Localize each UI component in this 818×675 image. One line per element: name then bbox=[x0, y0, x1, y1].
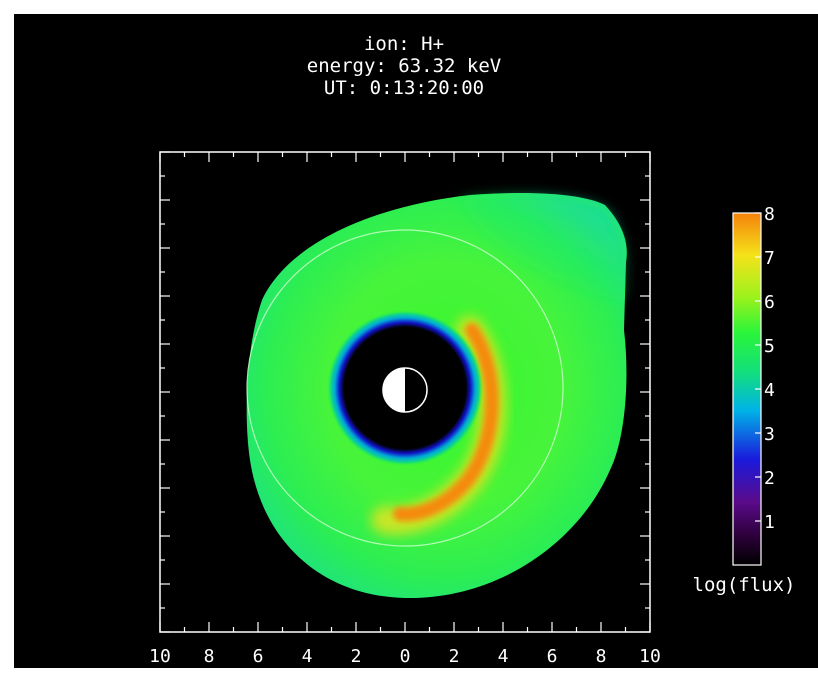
colorbar-tick-label: 3 bbox=[764, 424, 775, 445]
x-tick-label: 8 bbox=[204, 646, 215, 667]
colorbar-tick-label: 4 bbox=[764, 380, 775, 401]
colorbar-tick-label: 2 bbox=[764, 468, 775, 489]
title-ut: UT: 0:13:20:00 bbox=[324, 77, 484, 99]
x-tick-label: 4 bbox=[498, 646, 509, 667]
colorbar-tick-label: 1 bbox=[764, 512, 775, 533]
reference-circle bbox=[246, 229, 564, 547]
x-tick-label: 10 bbox=[149, 646, 171, 667]
colorbar-tick-label: 6 bbox=[764, 292, 775, 313]
x-tick-label: 6 bbox=[547, 646, 558, 667]
colorbar-tick-label: 5 bbox=[764, 336, 775, 357]
title-ion: ion: H+ bbox=[364, 33, 444, 55]
upper-right-shoulder bbox=[460, 194, 625, 300]
x-tick-labels: 10 8 6 4 2 0 2 4 6 8 10 bbox=[149, 646, 661, 667]
earth-icon bbox=[382, 367, 428, 413]
axis-ticks bbox=[159, 151, 651, 633]
colorbar-ticks: 1 2 3 4 5 6 7 8 bbox=[755, 204, 775, 533]
colorbar: 1 2 3 4 5 6 7 8 log(flux) bbox=[693, 204, 796, 596]
colorbar-tick-label: 8 bbox=[764, 204, 775, 225]
enhancement-arc bbox=[393, 323, 499, 522]
x-tick-label: 4 bbox=[302, 646, 313, 667]
x-tick-label: 0 bbox=[400, 646, 411, 667]
x-tick-label: 2 bbox=[351, 646, 362, 667]
x-tick-label: 10 bbox=[639, 646, 661, 667]
colorbar-tick-label: 7 bbox=[764, 248, 775, 269]
flux-heatmap bbox=[246, 193, 627, 599]
colorbar-label: log(flux) bbox=[693, 574, 796, 596]
x-tick-label: 2 bbox=[449, 646, 460, 667]
title-energy: energy: 63.32 keV bbox=[307, 55, 501, 77]
x-tick-label: 8 bbox=[596, 646, 607, 667]
x-tick-label: 6 bbox=[253, 646, 264, 667]
